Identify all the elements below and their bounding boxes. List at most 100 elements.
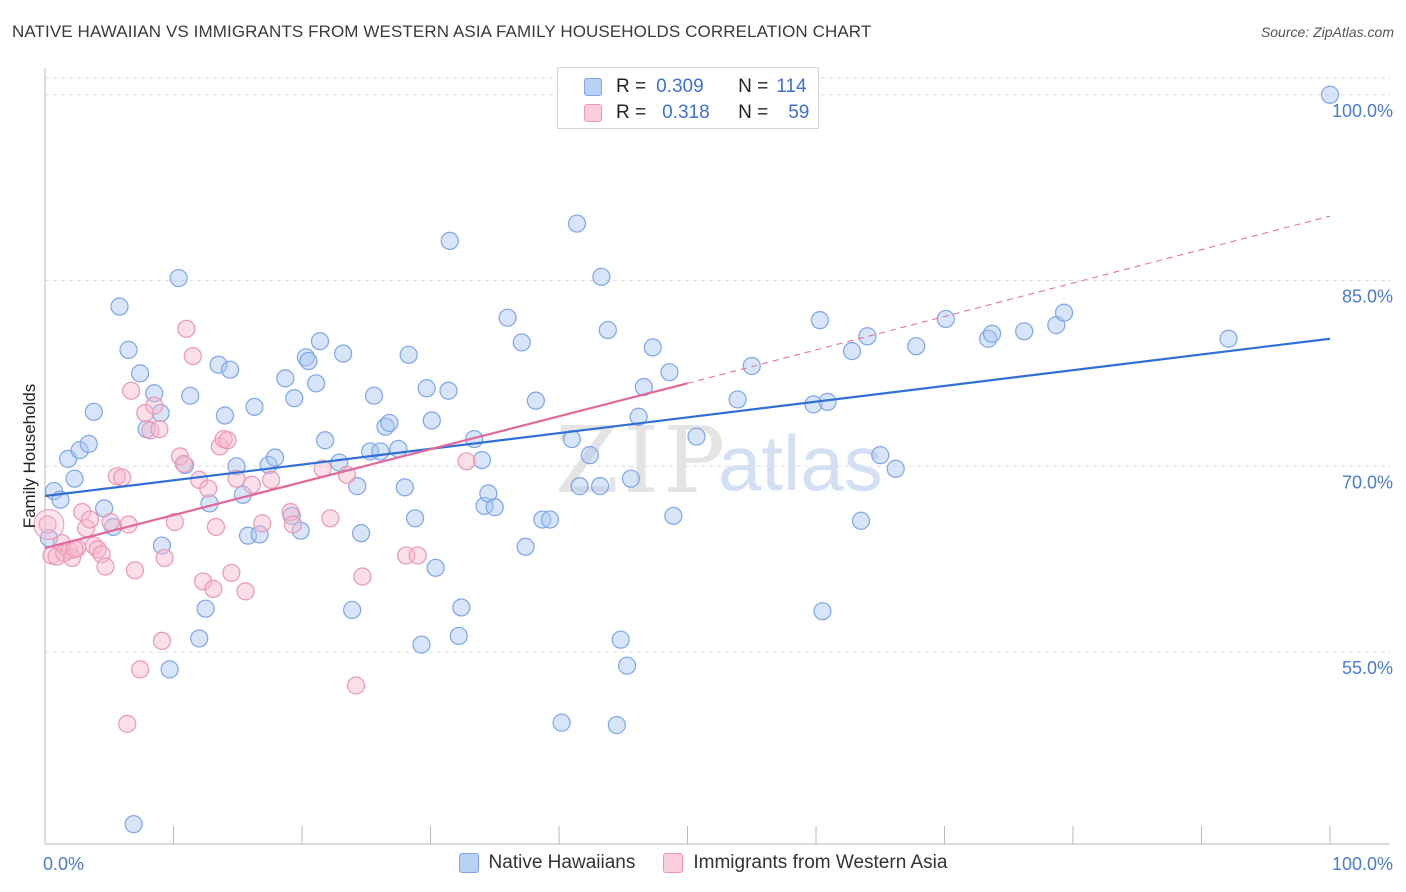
western-asia-point [38,515,57,534]
native-hawaiian-point [110,297,129,316]
native-hawaiian-point [886,459,905,478]
western-asia-point [125,561,145,580]
native-hawaiian-point [371,442,390,461]
legend-row-pink: R = 0.318 N = 59 [584,101,809,125]
native-hawaiian-point [533,510,552,529]
native-hawaiian-point [580,446,599,465]
western-asia-point [253,514,272,533]
native-hawaiian-point [190,629,209,648]
western-asia-point [283,515,303,534]
native-hawaiian-point [621,469,641,488]
native-hawaiian-point [84,402,103,421]
western-asia-point [204,579,223,598]
y-tick-labels: 55.0% 70.0% 85.0% 100.0% [1332,101,1393,678]
correlation-legend: R = 0.309 N = 114 R = 0.318 N = 59 [557,67,819,129]
native-hawaiian-point [485,498,504,517]
legend-n-label: N = [738,76,769,97]
western-asia-point [65,540,84,559]
y-tick-label: 100.0% [1332,101,1393,121]
native-hawaiian-point [399,345,418,364]
legend-label: Native Hawaiians [488,852,636,873]
native-hawaiian-point [119,340,138,359]
legend-swatch-pink [663,853,684,873]
trend-lines [44,215,1331,550]
legend-swatch-blue [458,853,479,873]
native-hawaiian-point [151,403,170,423]
native-hawaiian-point [858,327,877,346]
western-asia-point [457,452,476,471]
native-hawaiian-point [364,386,384,405]
native-hawaiian-point [160,660,179,679]
western-asia-point [177,319,196,338]
native-hawaiian-point [215,406,234,425]
western-asia-point [112,468,132,487]
native-hawaiian-point [526,391,545,410]
native-hawaiian-point [352,524,371,543]
native-hawaiian-point [395,478,414,497]
legend-n-value: 114 [776,76,807,97]
western-asia-trend-line [687,215,1331,384]
native-hawaiian-point [405,509,425,528]
legend-r-label: R = [616,76,647,97]
legend-r-value: 0.309 [656,76,704,97]
native-hawaiian-point [380,413,399,433]
native-hawaiian-trend-line [44,337,1331,498]
western-asia-point [206,517,226,537]
native-hawaiian-point [299,351,318,371]
native-hawaiian-point [181,386,200,405]
western-asia-point [80,510,100,529]
native-hawaiian-point [498,308,517,327]
legend-item-immigrants-western-asia: Immigrants from Western Asia [663,852,947,874]
native-hawaiian-point [1219,329,1238,348]
native-hawaiian-point [643,338,662,357]
western-asia-point [96,557,115,576]
native-hawaiian-point [540,510,560,529]
native-hawaiian-point [449,626,468,646]
native-hawaiian-point [276,369,295,388]
y-axis-label: Family Households [20,384,39,529]
western-asia-point [353,567,372,586]
native-hawaiian-point [245,397,264,416]
native-hawaiian-point [265,448,285,467]
legend-row-blue: R = 0.309 N = 114 [584,75,807,99]
native-hawaiian-point [1320,85,1340,104]
native-hawaiian-point [343,600,362,620]
chart-title: NATIVE HAWAIIAN VS IMMIGRANTS FROM WESTE… [12,22,872,41]
native-hawaiian-point [592,267,611,286]
native-hawaiian-point [552,713,571,732]
western-asia-point [321,509,340,528]
native-hawaiian-point [440,231,459,250]
native-hawaiian-point [660,363,679,382]
western-asia-point [155,548,174,568]
legend-r-value: 0.318 [662,102,710,123]
native-hawaiian-point [348,477,367,496]
x-tick-label: 0.0% [43,854,84,874]
native-hawaiian-point [907,337,926,356]
legend-n-label: N = [738,102,769,123]
native-hawaiian-point [124,815,143,834]
native-hawaiian-point [70,441,89,460]
y-tick-label: 70.0% [1342,472,1393,492]
western-asia-point [183,346,202,366]
western-asia-point [199,479,218,498]
native-hawaiian-point [439,381,458,400]
legend-n-value: 59 [788,102,810,123]
native-hawaiian-point [220,360,240,379]
western-asia-trend-line [44,382,688,550]
western-asia-point [236,582,255,601]
x-tick-labels: 0.0% 100.0% [43,854,1393,874]
western-asia-point [174,454,193,473]
native-hawaiian-point [130,364,150,383]
western-asia-point [262,470,281,490]
gridlines [45,77,1390,653]
native-hawaiian-point [516,537,535,556]
native-hawaiian-point [452,598,471,617]
legend-swatch-blue [584,78,602,96]
native-hawaiian-point [316,431,335,450]
native-hawaiian-point [813,602,832,621]
western-asia-point [222,563,241,582]
western-asia-point-large [33,508,65,540]
legend-swatch-pink [584,104,602,122]
native-hawaiian-point [472,450,491,470]
